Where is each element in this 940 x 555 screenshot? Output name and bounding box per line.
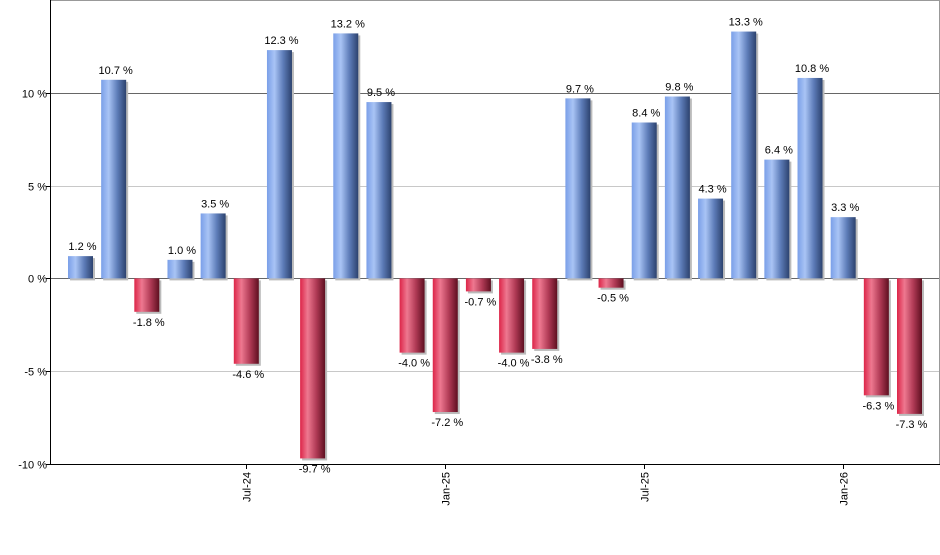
value-label: 13.3 %: [729, 17, 763, 29]
bar-Dec-24: [399, 278, 425, 353]
bar-May-25: [565, 98, 591, 279]
bar-Jul-25: [631, 122, 657, 279]
value-label: -7.3 %: [896, 419, 928, 431]
bar-Oct-24: [333, 33, 359, 279]
value-label: 10.7 %: [99, 65, 133, 77]
bar-Feb-26: [863, 278, 889, 396]
bar-Nov-24: [366, 102, 392, 279]
value-label: -0.7 %: [465, 296, 497, 308]
bar-Jul-24: [233, 278, 259, 364]
bar-Jan-26: [830, 217, 856, 279]
value-label: 9.5 %: [367, 87, 395, 99]
x-tick-label: Jul-24: [242, 472, 254, 502]
value-label: -1.8 %: [133, 317, 165, 329]
y-tick-label: -5 %: [24, 367, 47, 379]
bar-Feb-25: [465, 278, 491, 292]
value-labels: 1.2 % 10.7 % -1.8 % 1.0 % 3.5 % -4.6 % 12.3 % -…: [68, 17, 927, 476]
value-label: -0.5 %: [597, 293, 629, 305]
y-tick-label: -10 %: [18, 460, 47, 472]
value-label: 13.2 %: [331, 18, 365, 30]
value-label: 12.3 %: [264, 35, 298, 47]
value-label: 6.4 %: [765, 145, 793, 157]
bar-Apr-24: [134, 278, 160, 312]
y-tick-label: 5 %: [28, 182, 47, 194]
bar-Aug-24: [266, 50, 292, 279]
bar-Jan-25: [432, 278, 458, 413]
value-label: 9.7 %: [566, 83, 594, 95]
bar-May-24: [167, 259, 193, 279]
bar-Dec-25: [797, 77, 823, 279]
value-label: 10.8 %: [795, 63, 829, 75]
value-label: 9.8 %: [665, 82, 693, 94]
bar-Jun-24: [200, 213, 226, 279]
y-tick-label: 10 %: [22, 89, 47, 101]
x-tick-label: Jul-25: [640, 472, 652, 502]
bar-Sep-25: [698, 198, 724, 279]
value-label: 3.5 %: [201, 198, 229, 210]
value-label: 4.3 %: [698, 184, 726, 196]
bar-Aug-25: [664, 96, 690, 279]
bar-Nov-25: [764, 159, 790, 279]
value-label: -4.0 %: [498, 358, 530, 370]
axes: -10 % -5 % 0 % 5 % 10 % Jul-24 Jan-25 Jul-25 Jan…: [18, 0, 940, 506]
bar-Jun-25: [598, 278, 624, 288]
value-label: 1.2 %: [68, 241, 96, 253]
bar-Mar-25: [499, 278, 525, 353]
value-label: -7.2 %: [431, 417, 463, 429]
x-tick-label: Jan-25: [441, 472, 453, 506]
bar-Oct-25: [731, 31, 757, 279]
value-label: -4.6 %: [232, 369, 264, 381]
bar-Mar-24: [101, 79, 127, 279]
y-tick-label: 0 %: [28, 274, 47, 286]
bars: [68, 31, 924, 461]
value-label: -3.8 %: [531, 354, 563, 366]
bar-Apr-25: [532, 278, 558, 349]
value-label: 3.3 %: [831, 202, 859, 214]
bar-Mar-26: [897, 278, 922, 414]
value-label: -9.7 %: [299, 463, 331, 475]
value-label: -6.3 %: [862, 400, 894, 412]
value-label: -4.0 %: [398, 358, 430, 370]
bar-Feb-24: [68, 256, 93, 279]
value-label: 1.0 %: [168, 245, 196, 257]
value-label: 8.4 %: [632, 107, 660, 119]
x-tick-label: Jan-26: [839, 472, 851, 506]
bar-Sep-24: [300, 278, 326, 459]
